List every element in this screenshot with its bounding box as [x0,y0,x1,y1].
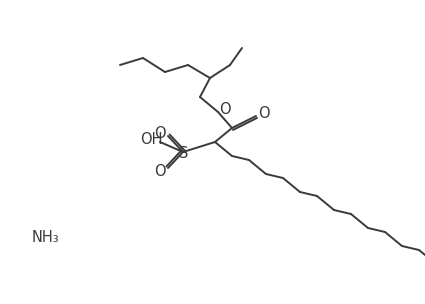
Text: NH₃: NH₃ [32,230,60,246]
Text: O: O [154,126,166,140]
Text: O: O [258,106,270,122]
Text: S: S [179,147,189,161]
Text: OH: OH [140,133,162,147]
Text: O: O [219,102,231,116]
Text: O: O [154,164,166,178]
